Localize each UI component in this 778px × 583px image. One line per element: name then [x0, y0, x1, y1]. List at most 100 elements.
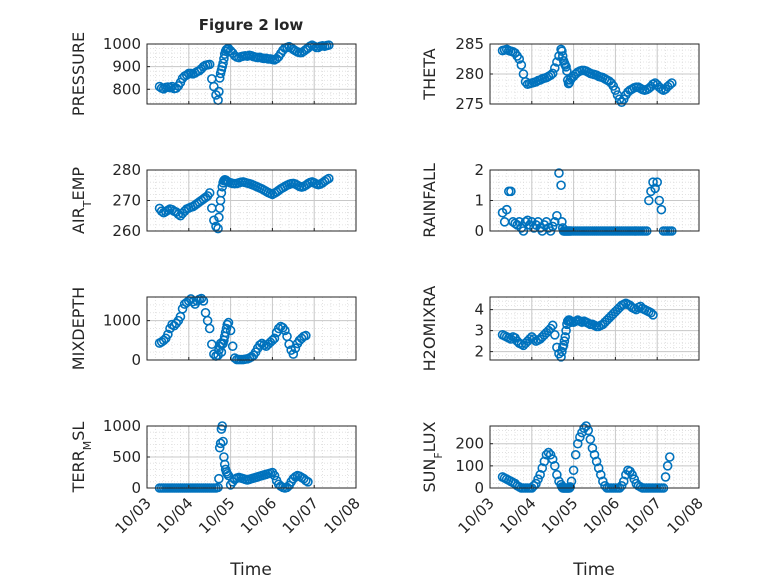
data-point [664, 80, 675, 90]
data-point [204, 323, 215, 334]
data-point [648, 177, 658, 187]
data-point [506, 186, 516, 197]
y-tick-label: 900 [112, 58, 141, 76]
y-axis-label: MIXDEPTH [69, 287, 88, 370]
y-axis-label: PRESSURE [69, 32, 88, 116]
data-point [543, 447, 554, 458]
data-point [214, 473, 224, 484]
data-point [556, 352, 566, 362]
data-point [218, 436, 228, 447]
y-tick-label: 2 [474, 343, 484, 361]
data-point [654, 195, 665, 206]
data-point [598, 476, 608, 487]
axes-box [146, 43, 357, 105]
data-point [557, 346, 567, 357]
data-point [209, 81, 219, 92]
data-point [618, 476, 629, 487]
data-point [629, 474, 640, 484]
y-tick-label: 200 [455, 435, 484, 453]
data-point [549, 63, 560, 73]
data-point [652, 177, 663, 187]
data-point [557, 46, 567, 57]
data-point [561, 325, 571, 336]
data-point [591, 456, 602, 467]
data-point [648, 310, 658, 320]
y-tick-label: 280 [112, 161, 141, 179]
data-point [662, 461, 673, 471]
data-point [560, 332, 571, 342]
data-point [506, 334, 516, 344]
data-point [577, 427, 587, 438]
data-point [549, 217, 560, 227]
data-point [547, 221, 558, 232]
subplot-air-temp: 260 270 280 AIRTEMP [69, 161, 357, 240]
data-point [556, 180, 566, 191]
y-tick-label: 1000 [103, 35, 141, 53]
data-point [280, 325, 290, 336]
data-point [163, 329, 173, 340]
x-axis-label-left: Time [229, 560, 272, 580]
data-point [171, 318, 182, 329]
y-tick-label: 275 [455, 95, 484, 113]
data-point [156, 206, 167, 216]
subplot-h2omixra: 2 3 4 H2OMIXRA [420, 286, 700, 372]
data-point [225, 325, 236, 336]
x-axis-label-right: Time [572, 560, 615, 580]
y-tick-label: 285 [455, 35, 484, 53]
data-point [557, 217, 567, 227]
axes-box [489, 425, 700, 489]
axes-box [489, 296, 700, 361]
data-point [539, 456, 550, 467]
y-tick-label: 1000 [103, 417, 141, 435]
data-point [587, 443, 598, 453]
data-point [290, 343, 301, 353]
data-point [646, 307, 656, 318]
data-point [501, 204, 512, 215]
y-axis-label: THETA [420, 48, 439, 100]
data-point [204, 188, 215, 198]
data-point [616, 480, 627, 491]
y-axis-label: SUNFLUX [420, 421, 445, 492]
y-axis-label: H2OMIXRA [420, 286, 439, 372]
data-point [575, 432, 585, 442]
data-point [215, 438, 226, 449]
figure-title: Figure 2 low [199, 16, 304, 34]
data-point [545, 449, 556, 460]
data-point [301, 330, 311, 341]
data-point [529, 480, 539, 491]
data-point [218, 58, 228, 69]
data-point [267, 335, 278, 346]
data-point [514, 54, 525, 64]
data-point [227, 341, 238, 352]
data-point [664, 452, 675, 462]
subplot-pressure: 800 900 1000 PRESSURE [69, 32, 357, 116]
y-tick-label: 3 [474, 322, 484, 340]
data-point [585, 434, 596, 445]
data-point [566, 476, 577, 487]
data-point [522, 215, 533, 226]
y-tick-label: 0 [131, 351, 141, 369]
data-point [288, 349, 299, 359]
data-point [533, 474, 543, 484]
y-axis-label: RAINFALL [420, 163, 439, 238]
y-axis-label: TERRMSL [69, 422, 94, 494]
y-tick-label: 100 [455, 457, 484, 475]
data-point [324, 40, 334, 50]
data-point [656, 204, 667, 215]
data-point [589, 449, 600, 460]
data-point [209, 215, 219, 226]
y-tick-label: 270 [112, 192, 141, 210]
data-point [549, 461, 560, 471]
data-point [537, 463, 548, 473]
subplot-mixdepth: 0 1000 MIXDEPTH [69, 287, 357, 370]
y-axis-label: AIRTEMP [69, 167, 94, 234]
data-point [650, 183, 660, 194]
data-point [269, 333, 280, 344]
data-point [188, 296, 198, 307]
data-point [547, 454, 558, 465]
data-point [269, 470, 280, 481]
data-point [278, 322, 288, 333]
data-point [181, 70, 192, 80]
